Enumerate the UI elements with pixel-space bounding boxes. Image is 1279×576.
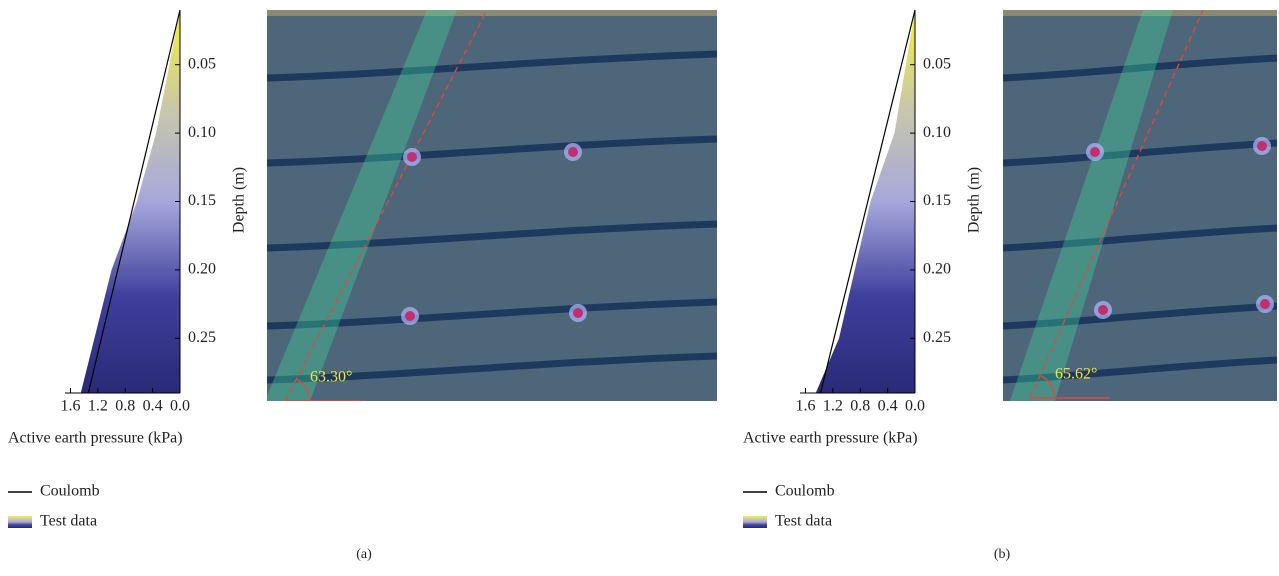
x-tick-label: 0.4 — [143, 398, 163, 415]
x-tick-label: 1.6 — [60, 398, 80, 415]
stripe — [1003, 139, 1277, 167]
stripe — [1003, 356, 1277, 384]
x-tick-label: 1.6 — [795, 398, 815, 415]
x-tick-label: 0.0 — [905, 398, 925, 415]
marker-dot-core — [405, 311, 415, 321]
stripe — [267, 220, 717, 252]
marker-dot-core — [1260, 299, 1270, 309]
stripe — [1003, 224, 1277, 252]
angle-arc — [1040, 375, 1056, 399]
y-tick-label: 0.25 — [188, 329, 216, 346]
x-tick-label: 0.8 — [850, 398, 870, 415]
marker-dot-core — [573, 308, 583, 318]
failure-line — [1029, 10, 1204, 399]
legend-swatch — [743, 516, 767, 528]
stripe — [267, 135, 717, 167]
y-tick-label: 0.25 — [923, 329, 951, 346]
x-axis-label: Active earth pressure (kPa) — [743, 430, 918, 447]
angle-label: 63.30° — [310, 369, 352, 386]
panel-label: (a) — [356, 547, 372, 562]
legend-label: Test data — [775, 513, 832, 530]
marker-dot-core — [1257, 141, 1267, 151]
y-axis-label: Depth (m) — [966, 167, 983, 233]
coulomb-line — [87, 9, 181, 394]
test-data-area — [815, 10, 915, 393]
shear-band — [267, 10, 457, 401]
failure-line — [284, 10, 488, 401]
x-tick-label: 1.2 — [823, 398, 843, 415]
y-axis-label: Depth (m) — [231, 167, 248, 233]
y-tick-label: 0.20 — [188, 261, 216, 278]
stripe — [1003, 302, 1277, 330]
marker-dot-core — [1090, 147, 1100, 157]
y-tick-label: 0.15 — [188, 192, 216, 209]
angle-arc — [295, 378, 311, 401]
stripe — [267, 50, 717, 82]
y-tick-label: 0.10 — [923, 124, 951, 141]
x-tick-label: 0.0 — [170, 398, 190, 415]
coulomb-line — [819, 9, 916, 394]
photo — [267, 10, 717, 401]
legend-swatch — [8, 516, 32, 528]
marker-dot-core — [1098, 305, 1108, 315]
test-data-area — [80, 10, 180, 393]
y-tick-label: 0.20 — [923, 261, 951, 278]
photo — [1003, 10, 1277, 401]
x-tick-label: 0.8 — [115, 398, 135, 415]
y-tick-label: 0.05 — [188, 55, 216, 72]
x-tick-label: 1.2 — [88, 398, 108, 415]
marker-dot-core — [568, 147, 578, 157]
angle-label: 65.62° — [1055, 366, 1097, 383]
stripe — [267, 352, 717, 384]
y-tick-label: 0.15 — [923, 192, 951, 209]
x-tick-label: 0.4 — [878, 398, 898, 415]
panel-label: (b) — [994, 547, 1011, 562]
legend-label: Test data — [40, 513, 97, 530]
legend-label: Coulomb — [775, 483, 835, 500]
photo-top-edge — [267, 10, 717, 16]
x-axis-label: Active earth pressure (kPa) — [8, 430, 183, 447]
y-tick-label: 0.10 — [188, 124, 216, 141]
stripe — [1003, 54, 1277, 82]
marker-dot-core — [407, 152, 417, 162]
shear-band — [1010, 10, 1173, 401]
photo-top-edge — [1003, 10, 1277, 16]
stripe — [267, 298, 717, 330]
legend-label: Coulomb — [40, 483, 100, 500]
y-tick-label: 0.05 — [923, 55, 951, 72]
